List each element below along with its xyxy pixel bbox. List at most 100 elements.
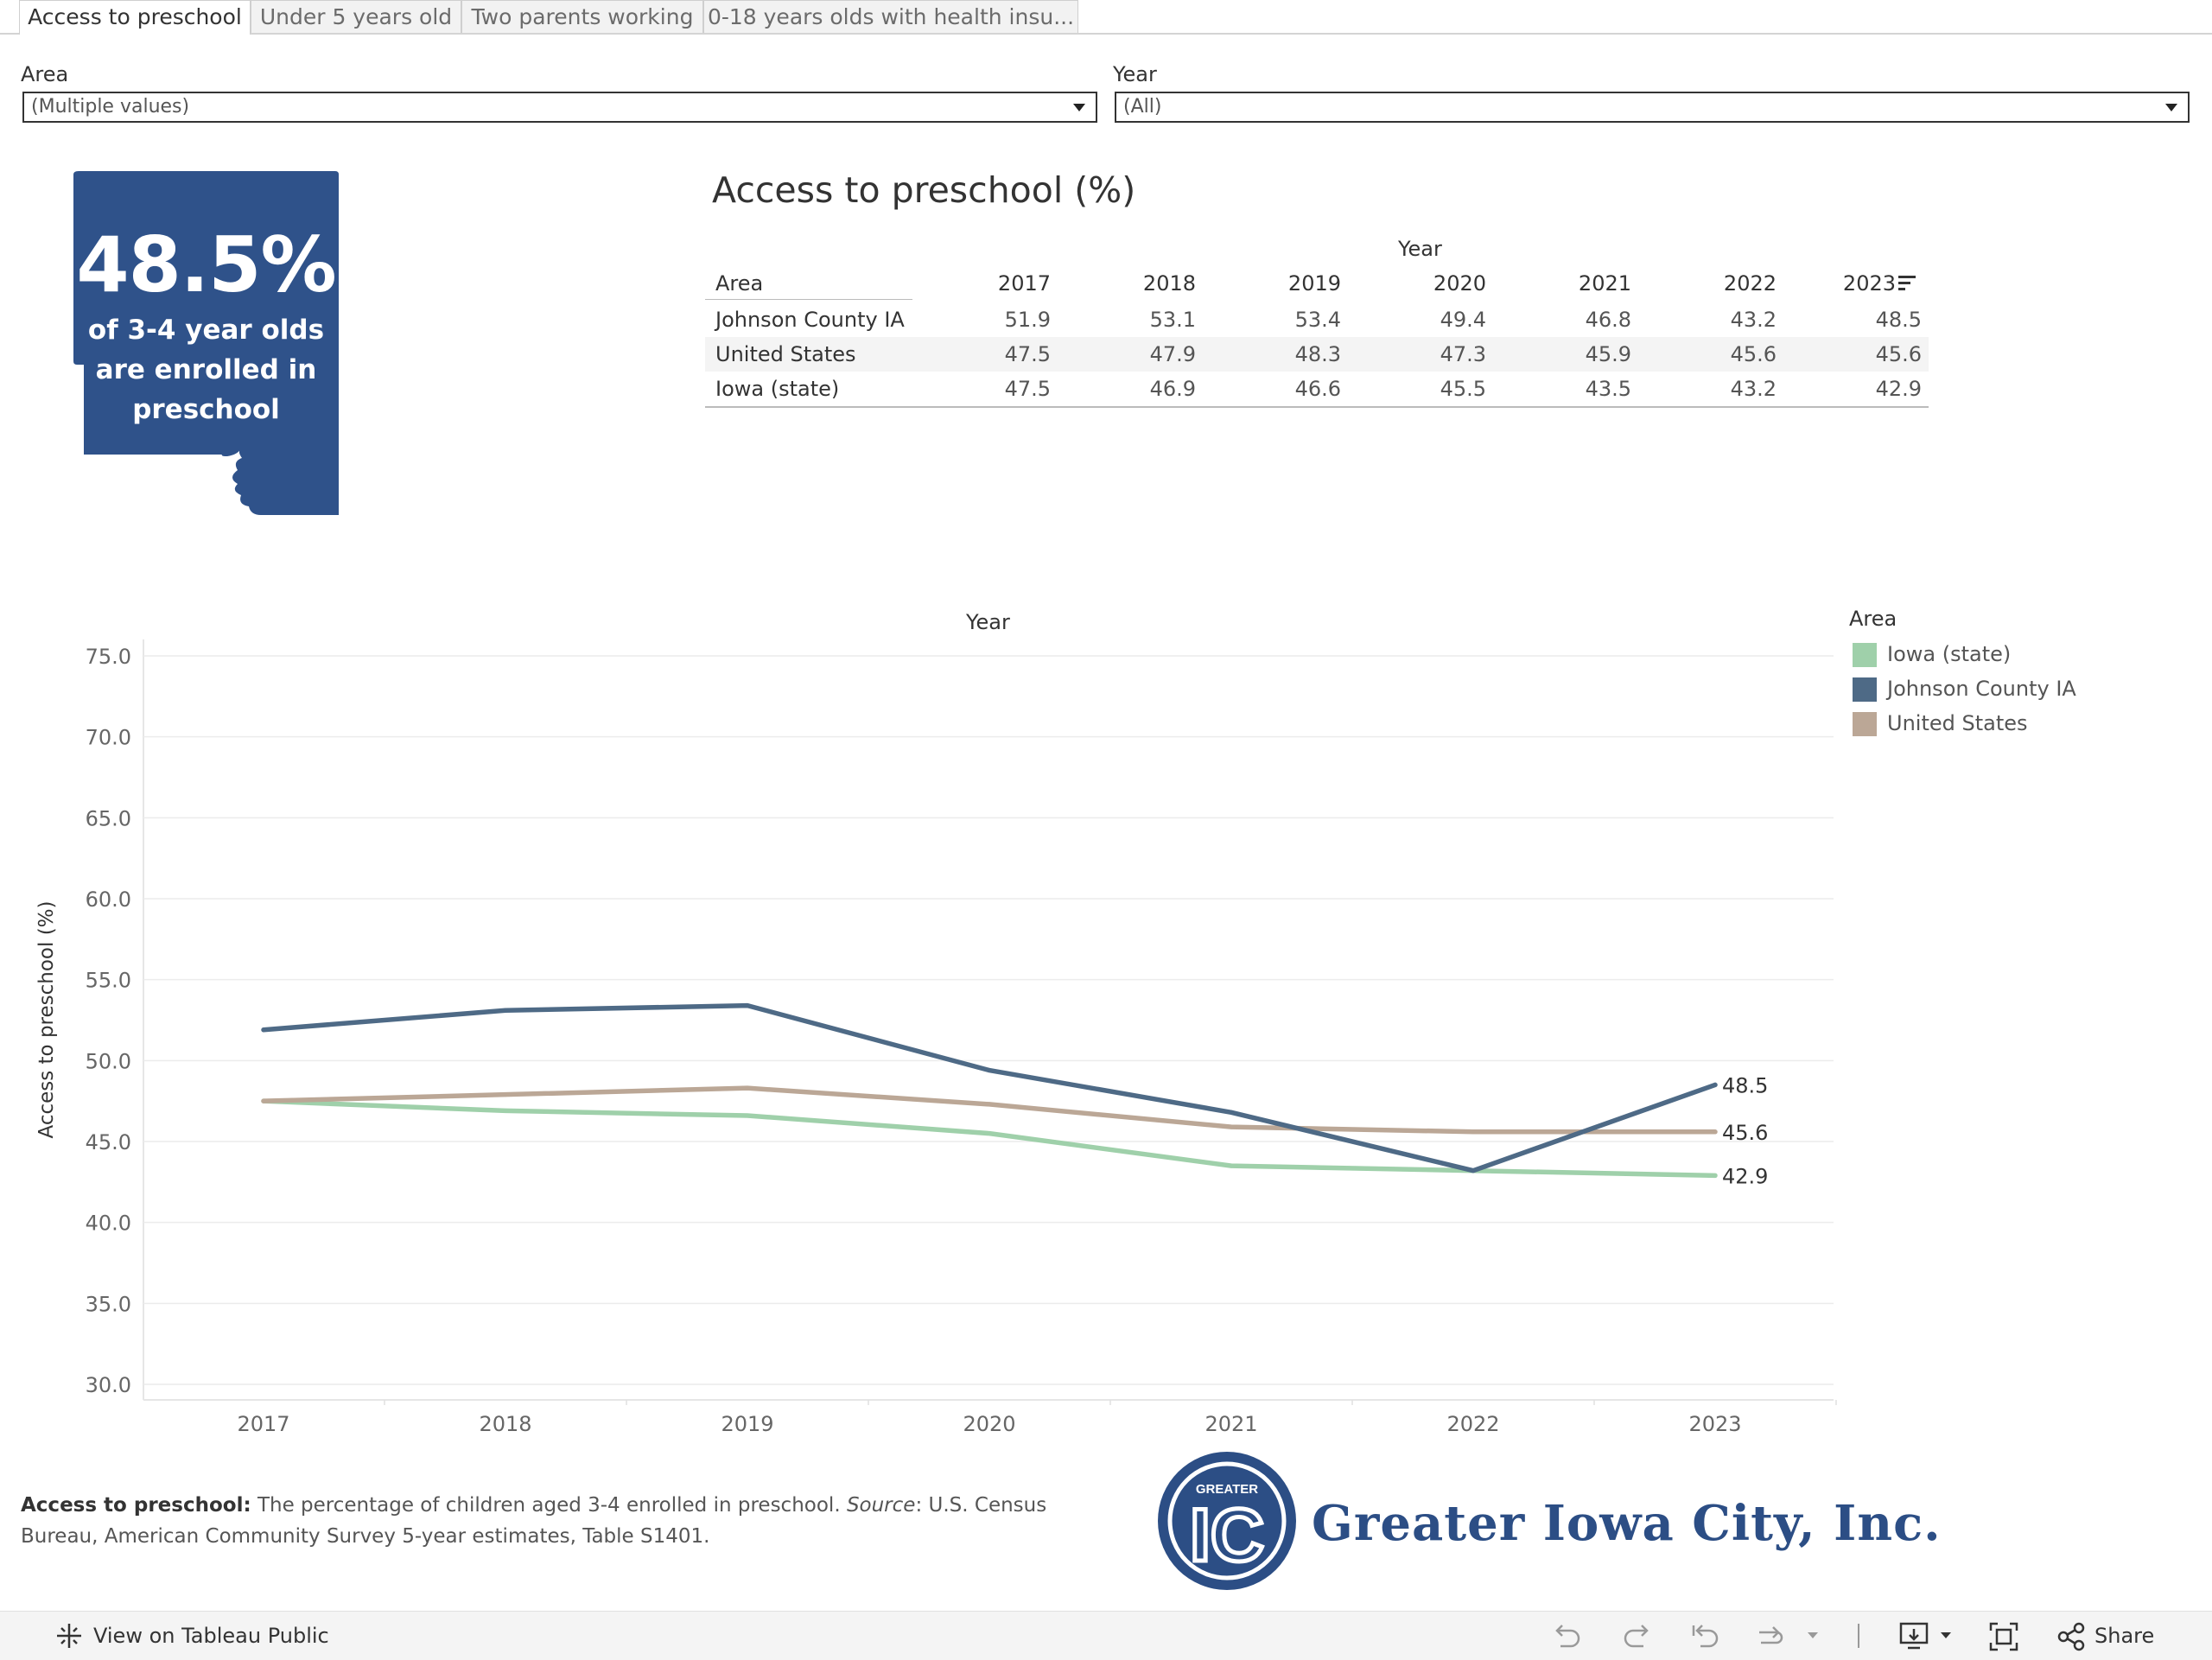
table-year-header: Year	[1398, 237, 1442, 261]
chevron-down-icon	[1073, 104, 1085, 111]
table-cell: 47.3	[1440, 342, 1486, 366]
y-tick-label: 70.0	[86, 726, 131, 750]
johnson-county-shape-icon	[73, 171, 339, 515]
kpi-caption-line3: preschool	[132, 394, 280, 425]
note-text: The percentage of children aged 3-4 enro…	[251, 1494, 847, 1517]
table-cell: 49.4	[1440, 308, 1486, 332]
y-tick-label: 35.0	[86, 1292, 131, 1316]
x-tick-label: 2017	[237, 1412, 289, 1436]
x-tick-label: 2022	[1446, 1412, 1499, 1436]
undo-icon[interactable]	[1552, 1622, 1583, 1650]
greater-iowa-city-logo-icon: GREATER IC	[1158, 1452, 1296, 1590]
y-tick-label: 30.0	[86, 1373, 131, 1397]
fullscreen-icon[interactable]	[1989, 1622, 2018, 1651]
y-tick-label: 65.0	[86, 806, 131, 830]
download-icon[interactable]	[1899, 1622, 1934, 1651]
table-col-2018[interactable]: 2018	[1142, 271, 1196, 296]
year-filter-label: Year	[1113, 62, 1157, 86]
share-icon[interactable]	[2056, 1622, 2086, 1651]
data-point	[745, 1003, 750, 1008]
row-area-name: United States	[715, 342, 856, 366]
note-bold: Access to preschool:	[21, 1494, 251, 1517]
redo-icon[interactable]	[1621, 1622, 1652, 1650]
y-tick-label: 60.0	[86, 887, 131, 912]
data-point	[1229, 1110, 1234, 1115]
table-cell: 46.9	[1149, 377, 1196, 401]
y-tick-label: 45.0	[86, 1130, 131, 1154]
tab-label: Under 5 years old	[259, 4, 453, 29]
table-cell: 45.6	[1730, 342, 1777, 366]
table-area-header: Area	[715, 271, 764, 296]
view-on-tableau-public-link[interactable]: View on Tableau Public	[93, 1624, 329, 1648]
dashboard-tabs: Access to preschool Under 5 years old Tw…	[0, 0, 2212, 35]
table-cell: 43.2	[1730, 377, 1777, 401]
table-col-2019[interactable]: 2019	[1287, 271, 1341, 296]
x-tick-label: 2018	[479, 1412, 531, 1436]
note-source-text: : U.S. Census Bureau, American Community…	[21, 1494, 1047, 1548]
share-button[interactable]: Share	[2094, 1624, 2155, 1648]
table-cell: 43.5	[1585, 377, 1631, 401]
data-point	[1713, 1173, 1718, 1178]
tab-two-parents-working[interactable]: Two parents working	[461, 0, 703, 33]
revert-icon[interactable]	[1690, 1622, 1721, 1650]
line-chart[interactable]: 75.0 70.0 65.0 60.0 55.0 50.0 45.0 40.0 35.0 30.0…	[0, 622, 1840, 1443]
series-line	[261, 1002, 1718, 1173]
tableau-toolbar: View on Tableau Public Share	[0, 1611, 2212, 1660]
tab-label: 0-18 years olds with health insu...	[707, 4, 1075, 29]
table-col-2022[interactable]: 2022	[1723, 271, 1777, 296]
chevron-down-icon[interactable]	[1939, 1631, 1953, 1641]
table-col-2021[interactable]: 2021	[1578, 271, 1631, 296]
logo-wordmark: Greater Iowa City, Inc.	[1312, 1495, 1942, 1552]
end-data-label: 48.5	[1722, 1073, 1768, 1097]
refresh-icon[interactable]	[1754, 1622, 1785, 1650]
end-data-label: 45.6	[1722, 1121, 1768, 1145]
table-title: Access to preschool (%)	[712, 169, 1136, 211]
table-col-2020[interactable]: 2020	[1433, 271, 1486, 296]
area-filter-dropdown[interactable]: (Multiple values)	[22, 92, 1097, 123]
chevron-down-icon[interactable]	[1806, 1631, 1820, 1641]
data-point	[1229, 1124, 1234, 1129]
table-cell: 45.6	[1875, 342, 1922, 366]
data-point	[1229, 1163, 1234, 1168]
table-cell: 48.5	[1875, 308, 1922, 332]
table-cell: 47.5	[1004, 377, 1051, 401]
data-point	[1471, 1129, 1476, 1135]
year-filter-dropdown[interactable]: (All)	[1115, 92, 2190, 123]
y-tick-label: 55.0	[86, 969, 131, 993]
table-col-2023[interactable]: 2023	[1842, 271, 1896, 296]
chart-top-axis-label: Year	[966, 610, 1010, 634]
legend-label: Iowa (state)	[1887, 642, 2012, 666]
table-cell: 45.5	[1440, 377, 1486, 401]
table-col-2017[interactable]: 2017	[997, 271, 1051, 296]
table-cell: 51.9	[1004, 308, 1051, 332]
data-point	[745, 1085, 750, 1091]
table-cell: 43.2	[1730, 308, 1777, 332]
tab-health-insurance[interactable]: 0-18 years olds with health insu...	[703, 0, 1078, 33]
x-tick-label: 2021	[1205, 1412, 1257, 1436]
legend-label: Johnson County IA	[1887, 677, 2076, 701]
y-tick-label: 75.0	[86, 645, 131, 669]
tab-label: Access to preschool	[28, 4, 242, 29]
table-cell: 46.8	[1585, 308, 1631, 332]
x-tick-label: 2020	[963, 1412, 1015, 1436]
tab-label: Two parents working	[471, 4, 694, 29]
legend-title: Area	[1849, 607, 1897, 631]
table-cell: 48.3	[1294, 342, 1341, 366]
tab-access-to-preschool[interactable]: Access to preschool	[19, 0, 251, 35]
legend-swatch	[1853, 643, 1877, 667]
data-point	[503, 1008, 508, 1013]
data-point	[987, 1068, 992, 1073]
data-point	[1713, 1129, 1718, 1135]
note-source-label: Source	[846, 1494, 916, 1517]
table-cell: 47.9	[1149, 342, 1196, 366]
table-row: Johnson County IA 51.9 53.1 53.4 49.4 46…	[705, 302, 1929, 337]
data-point	[503, 1108, 508, 1113]
x-tick-label: 2023	[1688, 1412, 1741, 1436]
table-cell: 42.9	[1875, 377, 1922, 401]
tableau-logo-icon	[57, 1624, 81, 1648]
sort-descending-icon[interactable]	[1898, 274, 1917, 291]
y-tick-label: 40.0	[86, 1212, 131, 1236]
table-row: United States 47.5 47.9 48.3 47.3 45.9 4…	[705, 337, 1929, 372]
logo-badge-letters: IC	[1190, 1494, 1264, 1577]
tab-under-5-years-old[interactable]: Under 5 years old	[251, 0, 461, 33]
